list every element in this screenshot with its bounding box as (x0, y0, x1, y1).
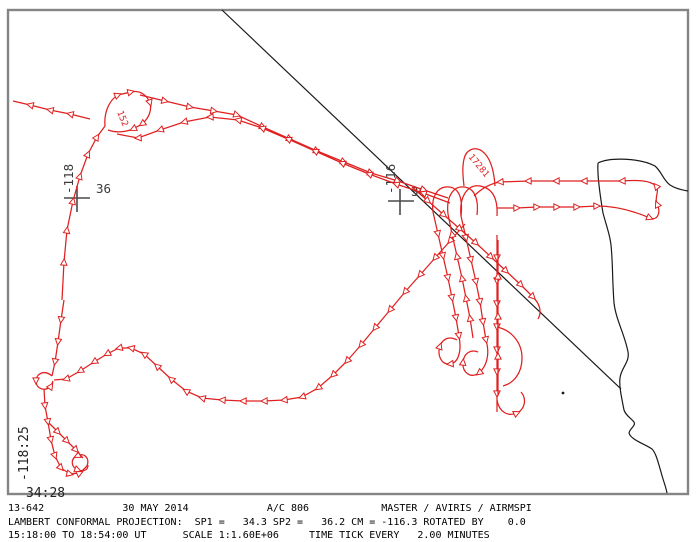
cluster-right-petal (496, 326, 523, 387)
graticule-lon-left-label: -118 (61, 164, 76, 194)
graticule-lat-left-label: 36 (96, 181, 111, 196)
track-loop-152 (104, 88, 153, 133)
cluster-line-2 (447, 213, 475, 339)
track-knot-branch (48, 422, 84, 459)
line-label-left: 152 (114, 109, 129, 128)
track-west-stub (12, 100, 91, 120)
river-north-branch (597, 158, 689, 192)
track-left-descent (51, 299, 66, 377)
state-boundaries (221, 9, 689, 494)
river-main-branch (597, 162, 668, 494)
track-transit-west (116, 112, 451, 204)
cluster-arc-2 (447, 186, 479, 216)
track-transit-east (139, 94, 449, 199)
track-loop-17281 (462, 148, 496, 187)
corner-latitude-label: 34:28 (26, 486, 65, 501)
track-knot-loop (71, 450, 89, 473)
plot-frame (6, 8, 690, 496)
graticule (64, 186, 414, 215)
cluster-arc-3 (460, 185, 498, 217)
footer-flight-info: 13-642 30 MAY 2014 A/C 806 MASTER / AVIR… (8, 503, 532, 514)
cluster-crossing-diagonal (411, 186, 541, 320)
track-to-knot (40, 388, 88, 479)
footer-projection-info: LAMBERT CONFORMAL PROJECTION: SP1 = 34.3… (8, 517, 526, 528)
cluster-line-3 (458, 215, 490, 376)
town-dot (561, 391, 565, 395)
track-small-circle-turn (32, 372, 54, 392)
corner-longitude-label: -118:25 (17, 426, 32, 481)
flight-track (12, 88, 663, 479)
cluster-bottom-hook (496, 391, 526, 419)
diagonal-border-line (221, 9, 622, 390)
track-east-outbound-loop (497, 176, 663, 221)
track-left-ascent (59, 125, 106, 301)
track-southern-sweep (53, 223, 466, 406)
footer-time-scale-info: 15:18:00 TO 18:54:00 UT SCALE 1:1.60E+06… (8, 530, 490, 541)
track-east-return (473, 176, 612, 197)
